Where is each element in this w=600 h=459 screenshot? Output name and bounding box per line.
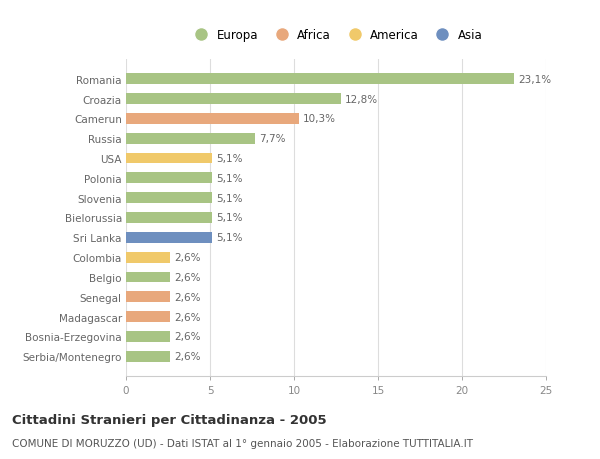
Text: 5,1%: 5,1%	[216, 193, 242, 203]
Text: Cittadini Stranieri per Cittadinanza - 2005: Cittadini Stranieri per Cittadinanza - 2…	[12, 413, 326, 426]
Bar	[126, 272, 170, 283]
Text: 23,1%: 23,1%	[518, 74, 551, 84]
Text: 12,8%: 12,8%	[345, 94, 379, 104]
Bar	[126, 312, 170, 322]
Legend: Europa, Africa, America, Asia: Europa, Africa, America, Asia	[185, 24, 487, 47]
Text: 2,6%: 2,6%	[174, 252, 200, 263]
Text: 5,1%: 5,1%	[216, 213, 242, 223]
Bar	[126, 213, 212, 224]
Text: 2,6%: 2,6%	[174, 312, 200, 322]
Text: 10,3%: 10,3%	[303, 114, 336, 124]
Bar	[126, 173, 212, 184]
Bar	[126, 114, 299, 124]
Bar	[126, 252, 170, 263]
Text: 2,6%: 2,6%	[174, 272, 200, 282]
Bar	[126, 74, 514, 85]
Text: 2,6%: 2,6%	[174, 352, 200, 362]
Bar	[126, 94, 341, 105]
Text: 5,1%: 5,1%	[216, 233, 242, 243]
Bar	[126, 292, 170, 302]
Bar	[126, 232, 212, 243]
Text: 2,6%: 2,6%	[174, 332, 200, 342]
Bar	[126, 193, 212, 204]
Bar	[126, 153, 212, 164]
Text: 5,1%: 5,1%	[216, 174, 242, 184]
Bar	[126, 351, 170, 362]
Text: 7,7%: 7,7%	[260, 134, 286, 144]
Text: COMUNE DI MORUZZO (UD) - Dati ISTAT al 1° gennaio 2005 - Elaborazione TUTTITALIA: COMUNE DI MORUZZO (UD) - Dati ISTAT al 1…	[12, 438, 473, 448]
Bar	[126, 134, 256, 144]
Text: 5,1%: 5,1%	[216, 154, 242, 164]
Text: 2,6%: 2,6%	[174, 292, 200, 302]
Bar	[126, 331, 170, 342]
